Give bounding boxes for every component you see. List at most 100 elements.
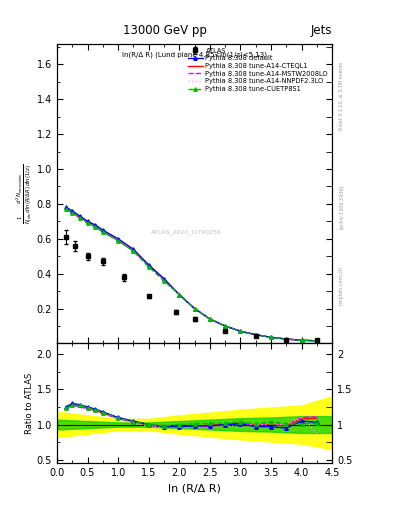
Pythia 8.308 tune-CUETP8S1: [162, 278, 166, 284]
Pythia 8.308 tune-CUETP8S1: [85, 220, 90, 226]
Pythia 8.308 tune-CUETP8S1: [284, 336, 288, 342]
Pythia 8.308 tune-CUETP8S1: [93, 224, 97, 230]
Pythia 8.308 default: [268, 334, 273, 340]
Pythia 8.308 default: [162, 276, 166, 282]
Pythia 8.308 tune-A14-CTEQL1: [238, 328, 243, 334]
Pythia 8.308 tune-CUETP8S1: [253, 332, 258, 338]
Pythia 8.308 default: [116, 236, 121, 242]
Pythia 8.308 tune-A14-NNPDF2.3LO: [192, 306, 197, 312]
Pythia 8.308 tune-A14-NNPDF2.3LO: [70, 209, 75, 216]
Pythia 8.308 tune-A14-CTEQL1: [177, 291, 182, 297]
Pythia 8.308 tune-A14-CTEQL1: [223, 323, 228, 329]
Pythia 8.308 tune-A14-MSTW2008LO: [268, 334, 273, 340]
Pythia 8.308 tune-A14-CTEQL1: [299, 337, 304, 344]
Pythia 8.308 tune-CUETP8S1: [299, 337, 304, 344]
Pythia 8.308 tune-CUETP8S1: [146, 264, 151, 270]
Pythia 8.308 tune-A14-MSTW2008LO: [146, 264, 151, 270]
Text: ln(R/Δ R) (Lund plane 4.85<ln(1/z)<5.13): ln(R/Δ R) (Lund plane 4.85<ln(1/z)<5.13): [122, 51, 267, 57]
Pythia 8.308 tune-A14-CTEQL1: [131, 248, 136, 254]
Pythia 8.308 default: [146, 262, 151, 268]
Pythia 8.308 tune-A14-CTEQL1: [314, 338, 319, 344]
Text: Rivet 3.1.10, ≥ 3.1M events: Rivet 3.1.10, ≥ 3.1M events: [339, 61, 344, 130]
Text: Jets: Jets: [310, 24, 332, 37]
Pythia 8.308 tune-A14-MSTW2008LO: [238, 328, 243, 334]
Pythia 8.308 tune-A14-MSTW2008LO: [284, 336, 288, 342]
X-axis label: ln (R/Δ R): ln (R/Δ R): [168, 484, 221, 494]
Pythia 8.308 tune-CUETP8S1: [177, 291, 182, 297]
Pythia 8.308 tune-A14-MSTW2008LO: [93, 224, 97, 230]
Text: 13000 GeV pp: 13000 GeV pp: [123, 24, 207, 37]
Pythia 8.308 tune-A14-MSTW2008LO: [70, 209, 75, 216]
Pythia 8.308 tune-A14-CTEQL1: [101, 229, 105, 235]
Pythia 8.308 tune-A14-CTEQL1: [116, 238, 121, 244]
Pythia 8.308 tune-A14-CTEQL1: [253, 332, 258, 338]
Pythia 8.308 default: [85, 218, 90, 224]
Pythia 8.308 tune-CUETP8S1: [223, 323, 228, 329]
Pythia 8.308 tune-A14-CTEQL1: [162, 276, 166, 282]
Pythia 8.308 tune-CUETP8S1: [77, 215, 82, 221]
Text: [arXiv:1306.3436]: [arXiv:1306.3436]: [339, 184, 344, 229]
Pythia 8.308 tune-A14-MSTW2008LO: [208, 316, 212, 322]
Pythia 8.308 tune-A14-NNPDF2.3LO: [101, 229, 105, 235]
Pythia 8.308 tune-A14-CTEQL1: [93, 224, 97, 230]
Line: Pythia 8.308 tune-A14-NNPDF2.3LO: Pythia 8.308 tune-A14-NNPDF2.3LO: [66, 209, 317, 341]
Pythia 8.308 default: [223, 323, 228, 329]
Pythia 8.308 default: [93, 222, 97, 228]
Pythia 8.308 tune-A14-MSTW2008LO: [131, 248, 136, 254]
Pythia 8.308 tune-A14-MSTW2008LO: [192, 306, 197, 312]
Pythia 8.308 tune-A14-NNPDF2.3LO: [177, 291, 182, 297]
Pythia 8.308 tune-A14-MSTW2008LO: [253, 332, 258, 338]
Pythia 8.308 tune-A14-NNPDF2.3LO: [146, 264, 151, 270]
Pythia 8.308 tune-A14-CTEQL1: [192, 306, 197, 312]
Text: mcplots.cern.ch: mcplots.cern.ch: [339, 266, 344, 305]
Y-axis label: $\frac{1}{N_{\rm jets}}\frac{d^2 N_{\rm emissions}}{d\ln(R/\Delta R)\,d\ln(1/z)}: $\frac{1}{N_{\rm jets}}\frac{d^2 N_{\rm …: [15, 163, 35, 224]
Y-axis label: Ratio to ATLAS: Ratio to ATLAS: [25, 373, 34, 434]
Pythia 8.308 tune-A14-MSTW2008LO: [223, 323, 228, 329]
Pythia 8.308 tune-A14-MSTW2008LO: [101, 229, 105, 235]
Line: Pythia 8.308 tune-A14-CTEQL1: Pythia 8.308 tune-A14-CTEQL1: [66, 209, 317, 341]
Pythia 8.308 tune-A14-CTEQL1: [70, 209, 75, 216]
Pythia 8.308 default: [253, 332, 258, 338]
Pythia 8.308 tune-A14-NNPDF2.3LO: [284, 336, 288, 342]
Pythia 8.308 default: [238, 328, 243, 334]
Pythia 8.308 tune-A14-CTEQL1: [208, 316, 212, 322]
Pythia 8.308 tune-CUETP8S1: [208, 316, 212, 322]
Pythia 8.308 default: [64, 204, 68, 210]
Pythia 8.308 default: [299, 337, 304, 344]
Pythia 8.308 tune-A14-NNPDF2.3LO: [223, 323, 228, 329]
Pythia 8.308 default: [77, 213, 82, 219]
Legend: ATLAS, Pythia 8.308 default, Pythia 8.308 tune-A14-CTEQL1, Pythia 8.308 tune-A14: ATLAS, Pythia 8.308 default, Pythia 8.30…: [185, 45, 331, 95]
Pythia 8.308 default: [314, 338, 319, 344]
Pythia 8.308 tune-A14-CTEQL1: [77, 215, 82, 221]
Pythia 8.308 tune-A14-MSTW2008LO: [85, 220, 90, 226]
Pythia 8.308 tune-A14-CTEQL1: [284, 336, 288, 342]
Pythia 8.308 tune-A14-NNPDF2.3LO: [299, 337, 304, 344]
Pythia 8.308 tune-A14-MSTW2008LO: [116, 238, 121, 244]
Pythia 8.308 tune-CUETP8S1: [268, 334, 273, 340]
Line: Pythia 8.308 tune-A14-MSTW2008LO: Pythia 8.308 tune-A14-MSTW2008LO: [66, 209, 317, 341]
Pythia 8.308 tune-A14-NNPDF2.3LO: [238, 328, 243, 334]
Pythia 8.308 tune-A14-NNPDF2.3LO: [64, 206, 68, 212]
Pythia 8.308 tune-A14-CTEQL1: [146, 262, 151, 268]
Pythia 8.308 tune-CUETP8S1: [70, 209, 75, 216]
Pythia 8.308 tune-CUETP8S1: [192, 306, 197, 312]
Text: ATLAS_2020_I1790256: ATLAS_2020_I1790256: [151, 229, 222, 236]
Pythia 8.308 tune-A14-NNPDF2.3LO: [85, 220, 90, 226]
Pythia 8.308 tune-A14-NNPDF2.3LO: [208, 316, 212, 322]
Pythia 8.308 tune-A14-NNPDF2.3LO: [253, 332, 258, 338]
Pythia 8.308 tune-A14-MSTW2008LO: [177, 291, 182, 297]
Pythia 8.308 tune-CUETP8S1: [101, 229, 105, 235]
Pythia 8.308 default: [284, 336, 288, 342]
Pythia 8.308 tune-CUETP8S1: [131, 248, 136, 254]
Pythia 8.308 tune-CUETP8S1: [116, 238, 121, 244]
Pythia 8.308 tune-A14-NNPDF2.3LO: [314, 338, 319, 344]
Pythia 8.308 default: [177, 291, 182, 297]
Pythia 8.308 tune-A14-MSTW2008LO: [162, 278, 166, 284]
Pythia 8.308 tune-A14-NNPDF2.3LO: [131, 248, 136, 254]
Pythia 8.308 default: [70, 208, 75, 214]
Pythia 8.308 default: [208, 316, 212, 322]
Pythia 8.308 default: [192, 306, 197, 312]
Pythia 8.308 default: [131, 246, 136, 252]
Pythia 8.308 tune-A14-CTEQL1: [85, 218, 90, 224]
Pythia 8.308 tune-A14-MSTW2008LO: [77, 215, 82, 221]
